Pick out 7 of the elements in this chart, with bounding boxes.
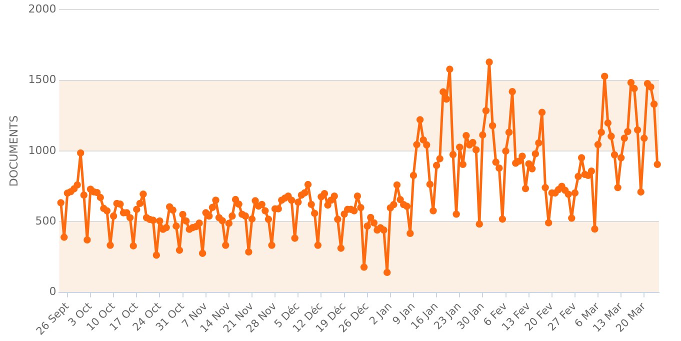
y-tick-label: 1500: [28, 73, 56, 86]
y-tick-label: 500: [35, 214, 56, 228]
y-tick-label: 1000: [28, 144, 56, 157]
y-axis-title: DOCUMENTS: [7, 115, 20, 187]
y-tick-label: 0: [49, 285, 56, 298]
x-tick-label: 2 Jan: [367, 300, 394, 328]
y-tick-label: 2000: [28, 2, 56, 16]
